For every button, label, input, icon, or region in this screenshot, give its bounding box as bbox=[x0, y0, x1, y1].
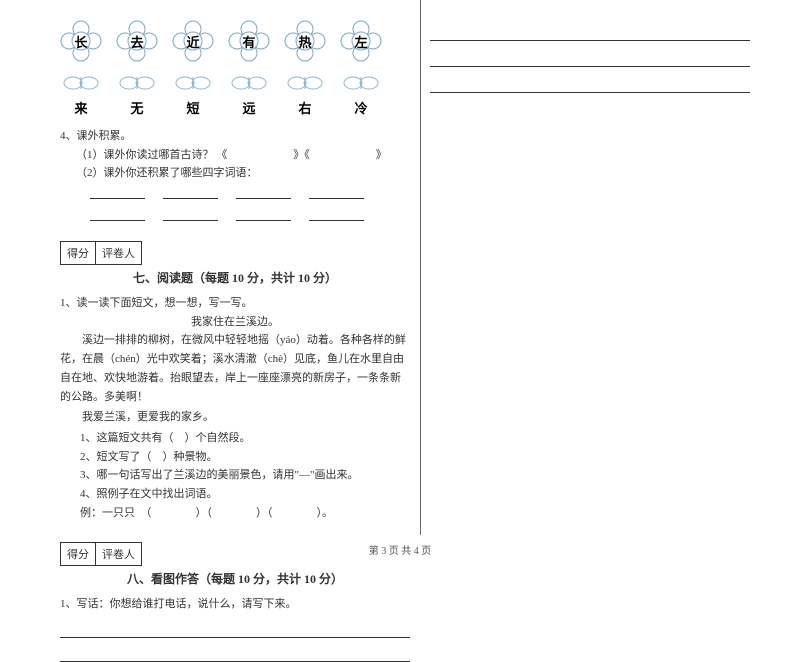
column-divider bbox=[420, 0, 421, 535]
flower-cell: 左 bbox=[340, 20, 382, 62]
reading-q1: 1、这篇短文共有（ ）个自然段。 bbox=[80, 429, 410, 448]
flower-cell: 有 bbox=[228, 20, 270, 62]
blank-underline[interactable] bbox=[163, 187, 218, 199]
butterfly-icon bbox=[116, 72, 158, 94]
writing-line[interactable] bbox=[60, 648, 410, 662]
reading-passage: 1、读一读下面短文，想一想，写一写。 我家住在兰溪边。 溪边一排排的柳树，在微风… bbox=[60, 294, 410, 522]
reading-lead: 1、读一读下面短文，想一想，写一写。 bbox=[60, 294, 410, 313]
reading-questions: 1、这篇短文共有（ ）个自然段。 2、短文写了（ ）种景物。 3、哪一句话写出了… bbox=[60, 429, 410, 522]
reading-q2: 2、短文写了（ ）种景物。 bbox=[80, 448, 410, 467]
q4-sub1: （1）课外你读过哪首古诗？ 《 》《 》 bbox=[60, 146, 410, 165]
passage-p2: 我爱兰溪，更爱我的家乡。 bbox=[60, 408, 410, 427]
writing-lead: 1、写话：你想给谁打电话，说什么，请写下来。 bbox=[60, 595, 410, 614]
answer-line[interactable] bbox=[430, 51, 750, 67]
butterfly-icon bbox=[228, 72, 270, 94]
bottom-char: 远 bbox=[228, 98, 270, 117]
answer-line[interactable] bbox=[430, 77, 750, 93]
flower-char: 去 bbox=[130, 32, 143, 51]
blank-lines-group bbox=[60, 187, 410, 221]
passage-p1: 溪边一排排的柳树，在微风中轻轻地摇（yáo）动着。各种各样的鲜花，在晨（chén… bbox=[60, 331, 410, 406]
section-8-title: 八、看图作答（每题 10 分，共计 10 分） bbox=[60, 570, 410, 587]
flower-row-top: 长 去 近 有 热 左 bbox=[60, 20, 410, 62]
butterfly-row bbox=[60, 72, 410, 94]
page-footer: 第 3 页 共 4 页 bbox=[0, 542, 800, 557]
bottom-char: 右 bbox=[284, 98, 326, 117]
right-column bbox=[430, 25, 750, 103]
left-column: 长 去 近 有 热 左 bbox=[60, 20, 410, 662]
flower-char: 近 bbox=[186, 32, 199, 51]
passage-title: 我家住在兰溪边。 bbox=[60, 313, 410, 332]
blank-underline[interactable] bbox=[90, 209, 145, 221]
bottom-char: 短 bbox=[172, 98, 214, 117]
butterfly-icon bbox=[60, 72, 102, 94]
flower-char: 长 bbox=[74, 32, 87, 51]
flower-cell: 长 bbox=[60, 20, 102, 62]
q4-sub2: （2）课外你还积累了哪些四字词语： bbox=[60, 164, 410, 183]
flower-char: 左 bbox=[354, 32, 367, 51]
blank-underline[interactable] bbox=[236, 209, 291, 221]
reading-q4-example: 例：一只只 （ ）（ ）（ ）。 bbox=[80, 504, 410, 523]
blank-underline[interactable] bbox=[309, 209, 364, 221]
butterfly-icon bbox=[172, 72, 214, 94]
worksheet-page: 长 去 近 有 热 左 bbox=[0, 0, 800, 565]
char-row-bottom: 来 无 短 远 右 冷 bbox=[60, 98, 410, 117]
flower-cell: 去 bbox=[116, 20, 158, 62]
flower-cell: 热 bbox=[284, 20, 326, 62]
blank-underline[interactable] bbox=[309, 187, 364, 199]
flower-cell: 近 bbox=[172, 20, 214, 62]
writing-prompt: 1、写话：你想给谁打电话，说什么，请写下来。 bbox=[60, 595, 410, 662]
bottom-char: 无 bbox=[116, 98, 158, 117]
reading-q3: 3、哪一句话写出了兰溪边的美丽景色，请用"—"画出来。 bbox=[80, 466, 410, 485]
flower-char: 有 bbox=[242, 32, 255, 51]
blank-underline[interactable] bbox=[163, 209, 218, 221]
writing-line[interactable] bbox=[60, 624, 410, 638]
blank-underline[interactable] bbox=[90, 187, 145, 199]
question-4: 4、课外积累。 （1）课外你读过哪首古诗？ 《 》《 》 （2）课外你还积累了哪… bbox=[60, 127, 410, 221]
reading-q4: 4、照例子在文中找出词语。 bbox=[80, 485, 410, 504]
grader-cell: 评卷人 bbox=[96, 241, 142, 265]
butterfly-icon bbox=[284, 72, 326, 94]
section-7-title: 七、阅读题（每题 10 分，共计 10 分） bbox=[60, 269, 410, 286]
bottom-char: 冷 bbox=[340, 98, 382, 117]
blank-underline[interactable] bbox=[236, 187, 291, 199]
answer-line[interactable] bbox=[430, 25, 750, 41]
bottom-char: 来 bbox=[60, 98, 102, 117]
butterfly-icon bbox=[340, 72, 382, 94]
score-box-7: 得分 评卷人 bbox=[60, 241, 410, 265]
flower-char: 热 bbox=[298, 32, 311, 51]
score-cell: 得分 bbox=[60, 241, 96, 265]
q4-title: 4、课外积累。 bbox=[60, 127, 410, 146]
